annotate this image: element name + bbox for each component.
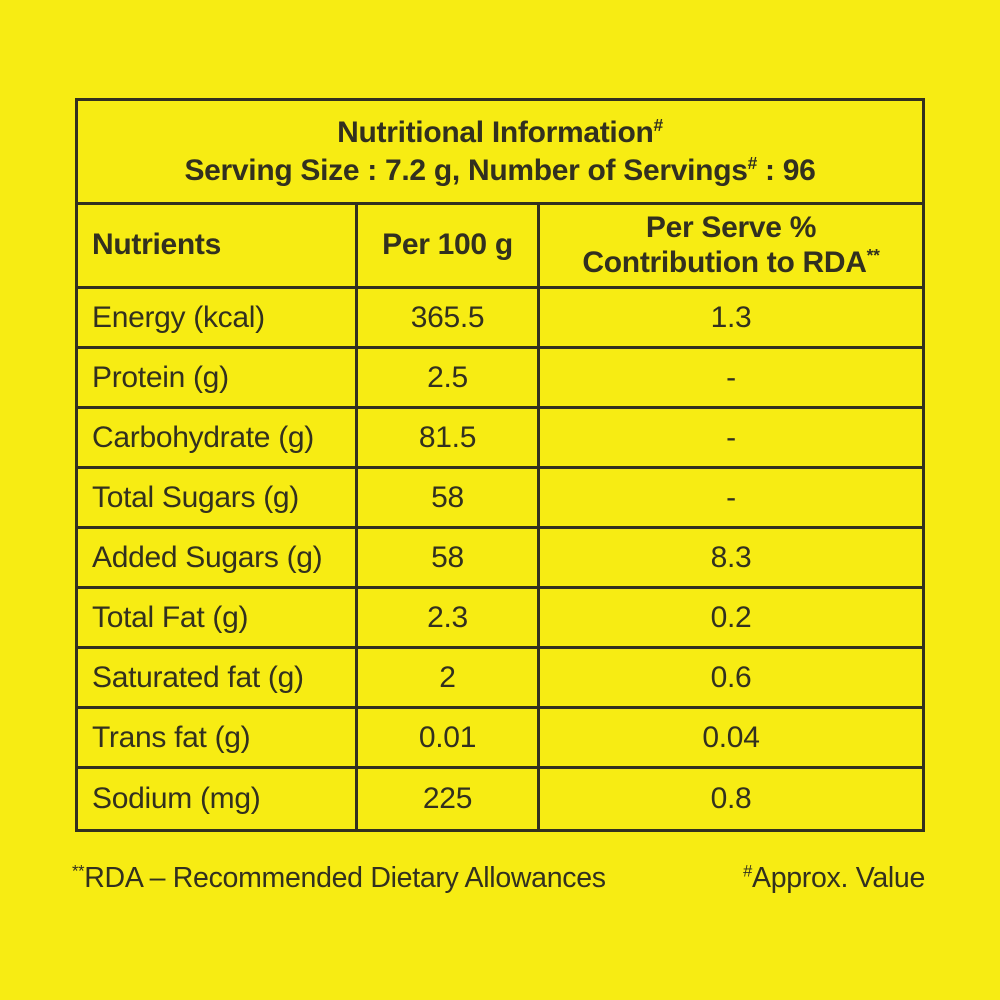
table-row: Total Sugars (g) 58 -	[78, 469, 922, 529]
table-row: Added Sugars (g) 58 8.3	[78, 529, 922, 589]
per-100g-value: 2	[358, 649, 540, 706]
rda-value: -	[726, 360, 736, 394]
table-row: Saturated fat (g) 2 0.6	[78, 649, 922, 709]
nutrient-name: Energy (kcal)	[78, 289, 358, 346]
servings-count-text: : 96	[757, 153, 816, 187]
rda-value: -	[726, 480, 736, 514]
table-row: Sodium (mg) 225 0.8	[78, 769, 922, 829]
table-row: Trans fat (g) 0.01 0.04	[78, 709, 922, 769]
per-100g-value: 58	[358, 469, 540, 526]
rda-value: 0.8	[710, 782, 752, 815]
nutrient-name: Total Sugars (g)	[78, 469, 358, 526]
rda-value: 0.6	[710, 660, 752, 694]
title-superscript: #	[653, 115, 664, 135]
per-100g-value: 225	[358, 769, 540, 829]
table-title: Nutritional Information# Serving Size : …	[78, 101, 922, 205]
nutrient-name: Total Fat (g)	[78, 589, 358, 646]
table-row: Energy (kcal) 365.5 1.3	[78, 289, 922, 349]
rda-header-text: Contribution to RDA	[582, 245, 867, 279]
title-line-1: Nutritional Information#	[337, 114, 663, 152]
approx-footnote: #Approx. Value	[743, 862, 925, 895]
per-100g-value: 2.5	[358, 349, 540, 406]
per-100g-value: 2.3	[358, 589, 540, 646]
table-row: Protein (g) 2.5 -	[78, 349, 922, 409]
table-body: Energy (kcal) 365.5 1.3 Protein (g) 2.5 …	[78, 289, 922, 829]
footnotes: **RDA – Recommended Dietary Allowances #…	[72, 862, 925, 895]
nutrient-name: Trans fat (g)	[78, 709, 358, 766]
servings-superscript: #	[747, 152, 758, 173]
per-100g-value: 58	[358, 529, 540, 586]
column-header-row: Nutrients Per 100 g Per Serve % Contribu…	[78, 205, 922, 289]
rda-footnote-superscript: **	[72, 861, 85, 881]
column-header-rda: Per Serve % Contribution to RDA**	[540, 205, 922, 286]
column-header-nutrients: Nutrients	[78, 205, 358, 286]
rda-superscript: **	[866, 244, 880, 265]
rda-value: 8.3	[710, 540, 752, 574]
per-100g-value: 365.5	[358, 289, 540, 346]
serving-size-text: Serving Size : 7.2 g, Number of Servings	[184, 153, 748, 187]
nutrition-table: Nutritional Information# Serving Size : …	[75, 98, 925, 832]
rda-value: 0.2	[710, 600, 752, 634]
rda-value: 0.04	[702, 720, 760, 754]
nutrient-name: Carbohydrate (g)	[78, 409, 358, 466]
title-text: Nutritional Information	[337, 116, 654, 149]
rda-footnote-text: RDA – Recommended Dietary Allowances	[84, 862, 606, 894]
table-row: Carbohydrate (g) 81.5 -	[78, 409, 922, 469]
nutrient-name: Protein (g)	[78, 349, 358, 406]
nutrient-name: Sodium (mg)	[78, 769, 358, 829]
nutrient-name: Saturated fat (g)	[78, 649, 358, 706]
column-header-per-100g: Per 100 g	[358, 205, 540, 286]
rda-header-line-1: Per Serve %	[645, 211, 817, 244]
rda-value: 1.3	[710, 300, 752, 334]
per-100g-value: 0.01	[358, 709, 540, 766]
rda-footnote: **RDA – Recommended Dietary Allowances	[72, 862, 606, 895]
approx-footnote-text: Approx. Value	[751, 862, 925, 894]
title-line-2: Serving Size : 7.2 g, Number of Servings…	[184, 152, 815, 190]
nutrient-name: Added Sugars (g)	[78, 529, 358, 586]
rda-header-line-2: Contribution to RDA**	[540, 246, 922, 281]
per-100g-value: 81.5	[358, 409, 540, 466]
approx-footnote-superscript: #	[743, 861, 752, 881]
rda-value: -	[726, 420, 736, 454]
table-row: Total Fat (g) 2.3 0.2	[78, 589, 922, 649]
